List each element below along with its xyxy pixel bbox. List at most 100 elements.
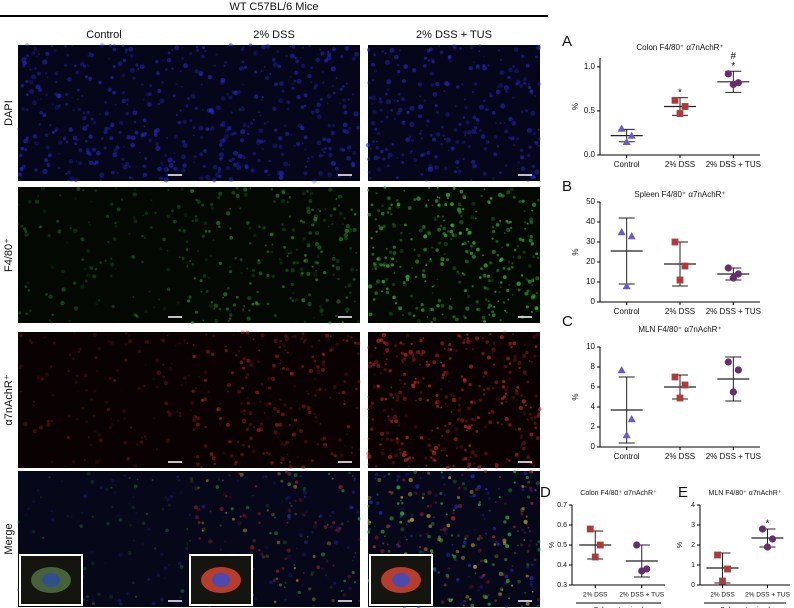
cell xyxy=(121,90,126,95)
cell xyxy=(453,437,458,442)
cell xyxy=(239,515,242,518)
cell xyxy=(137,386,141,391)
cell xyxy=(272,481,276,485)
cell xyxy=(463,241,467,246)
cell xyxy=(132,296,135,298)
cell xyxy=(469,244,473,248)
cell xyxy=(454,558,457,561)
cell xyxy=(188,513,192,516)
cell xyxy=(25,312,28,316)
cell xyxy=(89,53,95,58)
cell xyxy=(217,478,221,482)
cell xyxy=(277,135,283,141)
cell xyxy=(369,361,372,365)
cell xyxy=(214,318,219,324)
cell xyxy=(381,332,387,338)
cell xyxy=(456,166,459,169)
cell xyxy=(368,284,373,289)
significance-mark: * xyxy=(731,61,735,72)
cell xyxy=(38,225,41,229)
cell xyxy=(301,332,305,335)
cell xyxy=(467,406,472,411)
cell xyxy=(273,314,277,318)
cell xyxy=(199,152,204,157)
cell xyxy=(357,380,361,383)
cell xyxy=(210,206,215,211)
cell xyxy=(394,302,398,305)
cell xyxy=(478,398,483,403)
cell xyxy=(189,400,195,406)
cell xyxy=(418,228,423,233)
cell xyxy=(454,427,459,432)
cell xyxy=(380,437,384,441)
cell xyxy=(245,505,250,510)
cell xyxy=(72,460,76,464)
cell xyxy=(344,372,349,377)
cell xyxy=(194,215,197,218)
cell xyxy=(182,376,187,380)
cell xyxy=(410,534,413,538)
cell xyxy=(104,101,107,104)
cell xyxy=(434,199,439,203)
cell xyxy=(117,61,123,67)
cell xyxy=(97,298,101,302)
cell xyxy=(495,396,500,401)
cell xyxy=(44,336,46,339)
cell xyxy=(155,448,158,451)
cell xyxy=(375,279,381,284)
cell xyxy=(473,462,476,465)
cell xyxy=(262,226,266,230)
cell xyxy=(389,47,395,53)
cell xyxy=(111,304,115,309)
cell xyxy=(322,270,327,275)
cell xyxy=(267,452,271,456)
cell xyxy=(458,334,463,339)
cell xyxy=(454,317,459,322)
cell xyxy=(498,592,503,597)
cell xyxy=(469,456,472,459)
cell xyxy=(529,469,534,474)
cell xyxy=(409,517,414,522)
cell xyxy=(471,285,474,288)
cell xyxy=(42,208,47,214)
cell xyxy=(252,119,255,121)
data-point xyxy=(627,415,636,423)
cell xyxy=(23,55,28,60)
cell xyxy=(436,196,439,198)
cell xyxy=(141,132,147,137)
cell xyxy=(532,255,536,259)
cell xyxy=(119,121,124,125)
cell xyxy=(126,103,129,106)
cell xyxy=(490,217,495,222)
cell xyxy=(520,605,523,608)
cell xyxy=(423,64,427,68)
cell xyxy=(368,312,373,317)
cell xyxy=(192,418,196,422)
cell xyxy=(416,319,421,324)
cell xyxy=(368,96,373,100)
cell xyxy=(191,263,195,266)
cell xyxy=(95,302,99,306)
cell xyxy=(499,219,502,222)
cell xyxy=(435,393,439,397)
cell xyxy=(477,588,481,592)
cell xyxy=(331,510,335,514)
cell xyxy=(498,171,502,174)
cell xyxy=(276,83,278,85)
y-tick-label: 0.3 xyxy=(557,582,567,589)
cell xyxy=(401,342,405,346)
cell xyxy=(258,271,263,276)
cell xyxy=(462,378,467,382)
cell xyxy=(156,370,162,375)
cell xyxy=(452,479,457,484)
cell xyxy=(378,224,381,227)
cell xyxy=(484,451,488,456)
cell xyxy=(273,516,277,519)
cell xyxy=(178,414,182,418)
cell xyxy=(110,486,113,489)
cell xyxy=(265,169,269,173)
cell xyxy=(500,281,503,284)
cell xyxy=(529,220,534,225)
cell xyxy=(205,174,211,181)
cell xyxy=(265,475,268,478)
